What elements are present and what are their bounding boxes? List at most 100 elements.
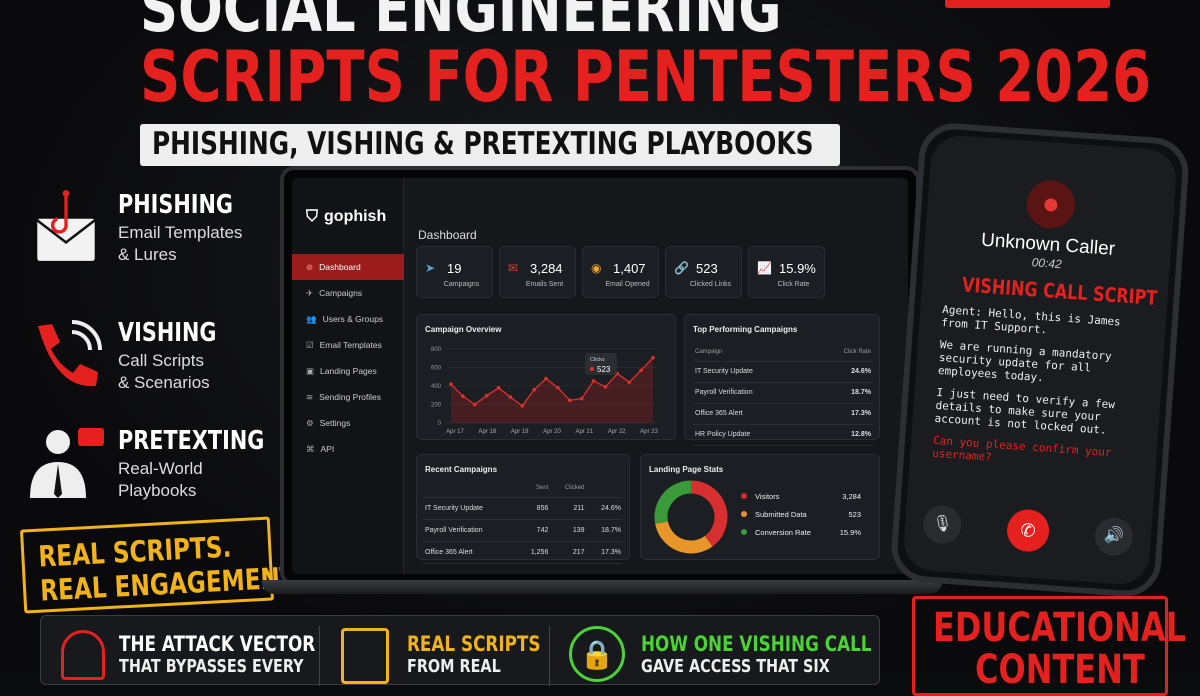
tooltip-value: 523 [597,365,611,374]
data-point [591,379,596,383]
eye-icon: ◉ [591,261,602,275]
donut-slice [654,480,692,524]
data-point [472,402,477,407]
nav-icon: ≋ [306,392,314,402]
table-row[interactable]: Payroll Verification 18.7% [693,382,873,404]
nav-icon: ▣ [306,366,315,376]
x-tick-label: Apr 23 [640,429,658,435]
tooltip-dot [590,367,594,371]
x-tick-label: Apr 20 [543,429,561,435]
x-tick-label: Apr 19 [511,429,529,435]
script-line: I just need to verify a few details to m… [934,385,1116,437]
sidebar: ⛉ gophish ⊗ Dashboard ✈ Campaigns 👥 Users & Gr… [292,178,404,574]
sidebar-item-landing-pages[interactable]: ▣ Landing Pages [292,358,404,384]
nav-icon: 👥 [306,314,317,324]
nav-icon: ☑ [306,340,314,350]
campaign-overview-card: Campaign Overview 0 200 400 600 800 Apr 17 Apr… [416,314,676,440]
table-header [423,479,518,498]
educational-content-badge: EDUCATIONAL CONTENT [912,596,1186,696]
subtitle: PHISHING, VISHING & PRETEXTING PLAYBOOKS [152,126,814,162]
phone: ● Unknown Caller 00:42 VISHING CALL SCRI… [889,121,1191,599]
laptop-base [262,580,942,594]
mute-button[interactable]: 🎙 [922,504,963,545]
paper-plane-icon: ➤ [425,261,436,275]
donut-slice [690,480,728,547]
table-header: Sent [517,479,551,498]
table-header: Click Rate [812,343,873,362]
legend-item: Conversion Rate 15.9% [741,523,861,541]
envelope-hook-icon [36,190,96,261]
card-title: Recent Campaigns [425,465,498,474]
sidebar-item-email-templates[interactable]: ☑ Email Templates [292,332,404,358]
speaker-button[interactable]: 🔊 [1093,516,1135,557]
data-point [449,382,453,386]
chart-icon: 📈 [757,261,772,275]
data-point [639,368,643,373]
real-scripts-stamp: REAL SCRIPTS. REAL ENGAGEMENTS. [19,516,322,614]
stat-card: ✉ 3,284 Emails Sent [499,246,576,298]
table-header [586,479,623,498]
sidebar-item-users-groups[interactable]: 👥 Users & Groups [292,306,404,332]
card-title: Campaign Overview [425,325,502,334]
y-tick-label: 800 [431,347,442,353]
table-row[interactable]: Office 365 Alert 17.3% [693,403,873,425]
recent-campaigns-card: Recent Campaigns Sent Clicked IT Security … [416,454,630,564]
nav-icon: ⊗ [306,262,314,272]
data-point [484,393,489,398]
data-point [627,380,632,385]
y-tick-label: 400 [431,384,442,390]
sidebar-item-campaigns[interactable]: ✈ Campaigns [292,280,404,306]
headline-line1: SOCIAL ENGINEERING [140,0,782,47]
sidebar-nav: ⊗ Dashboard ✈ Campaigns 👥 Users & Groups ☑ Emai… [292,254,404,462]
stat-card: ◉ 1,407 Email Opened [582,246,659,298]
stat-card: 🔗 523 Clicked Links [665,246,742,298]
feature-title: PHISHING [118,190,233,220]
lock-icon: 🔒 [569,626,625,682]
data-point [544,376,548,381]
nav-icon: ⌘ [306,444,315,454]
table-row[interactable]: Payroll Verification 742 139 18.7% [423,519,623,542]
sidebar-item-settings[interactable]: ⚙ Settings [292,410,404,436]
recent-campaigns-table: Sent Clicked IT Security Update 856 211 24.6%… [423,479,623,564]
subtitle-banner: PHISHING, VISHING & PRETEXTING PLAYBOOKS [140,124,840,166]
x-tick-label: Apr 18 [478,429,496,435]
x-tick-label: Apr 17 [446,429,464,435]
campaign-overview-chart: 0 200 400 600 800 Apr 17 Apr 18 Apr 19 Apr 20 Apr… [431,347,659,435]
stat-card: ➤ 19 Campaigns [416,246,493,298]
legend-item: Submitted Data 523 [741,505,861,523]
landing-stats-card: Landing Page Stats Visitors 3,284 Submitte… [640,454,880,560]
top-campaigns-table: Campaign Click Rate IT Security Update 24.6… [693,343,873,446]
script-question: Can you please confirm your username? [931,433,1112,464]
bottom-banner: THE ATTACK VECTOR THAT BYPASSES EVERY REA… [40,615,880,686]
table-row[interactable]: Office 365 Alert 1,256 217 17.3% [423,541,623,564]
table-row[interactable]: HR Policy Update 12.8% [693,424,873,446]
data-point [579,396,584,401]
card-title: Top Performing Campaigns [693,325,798,334]
data-point [603,385,608,389]
data-point [556,386,560,390]
brand-logo[interactable]: ⛉ gophish [306,208,387,225]
link-icon: 🔗 [674,261,689,275]
table-row[interactable]: IT Security Update 24.6% [693,361,873,383]
sidebar-item-sending-profiles[interactable]: ≋ Sending Profiles [292,384,404,410]
sidebar-item-api[interactable]: ⌘ API [292,436,404,462]
stat-card: 📈 15.9% Click Rate [748,246,825,298]
data-point [651,355,655,360]
script-title: VISHING CALL SCRIPT [961,272,1159,310]
hang-up-button[interactable]: ✆ [1005,508,1051,553]
data-point [496,386,501,390]
shield-icon: ⛉ [306,208,319,225]
tooltip-label: Clicks [590,357,605,363]
y-tick-label: 600 [431,366,442,372]
feature-desc: Call Scripts & Scenarios [118,351,210,392]
document-icon [341,628,389,684]
laptop: ⛉ gophish ⊗ Dashboard ✈ Campaigns 👥 Users & Gr… [280,166,920,586]
table-row[interactable]: IT Security Update 856 211 24.6% [423,497,623,520]
card-title: Landing Page Stats [649,465,724,474]
x-tick-label: Apr 22 [608,429,626,435]
phone-icon [38,320,102,387]
legend-item: Visitors 3,284 [741,487,861,505]
sidebar-item-dashboard[interactable]: ⊗ Dashboard [292,254,404,280]
data-point [508,395,513,399]
y-tick-label: 200 [431,403,442,409]
